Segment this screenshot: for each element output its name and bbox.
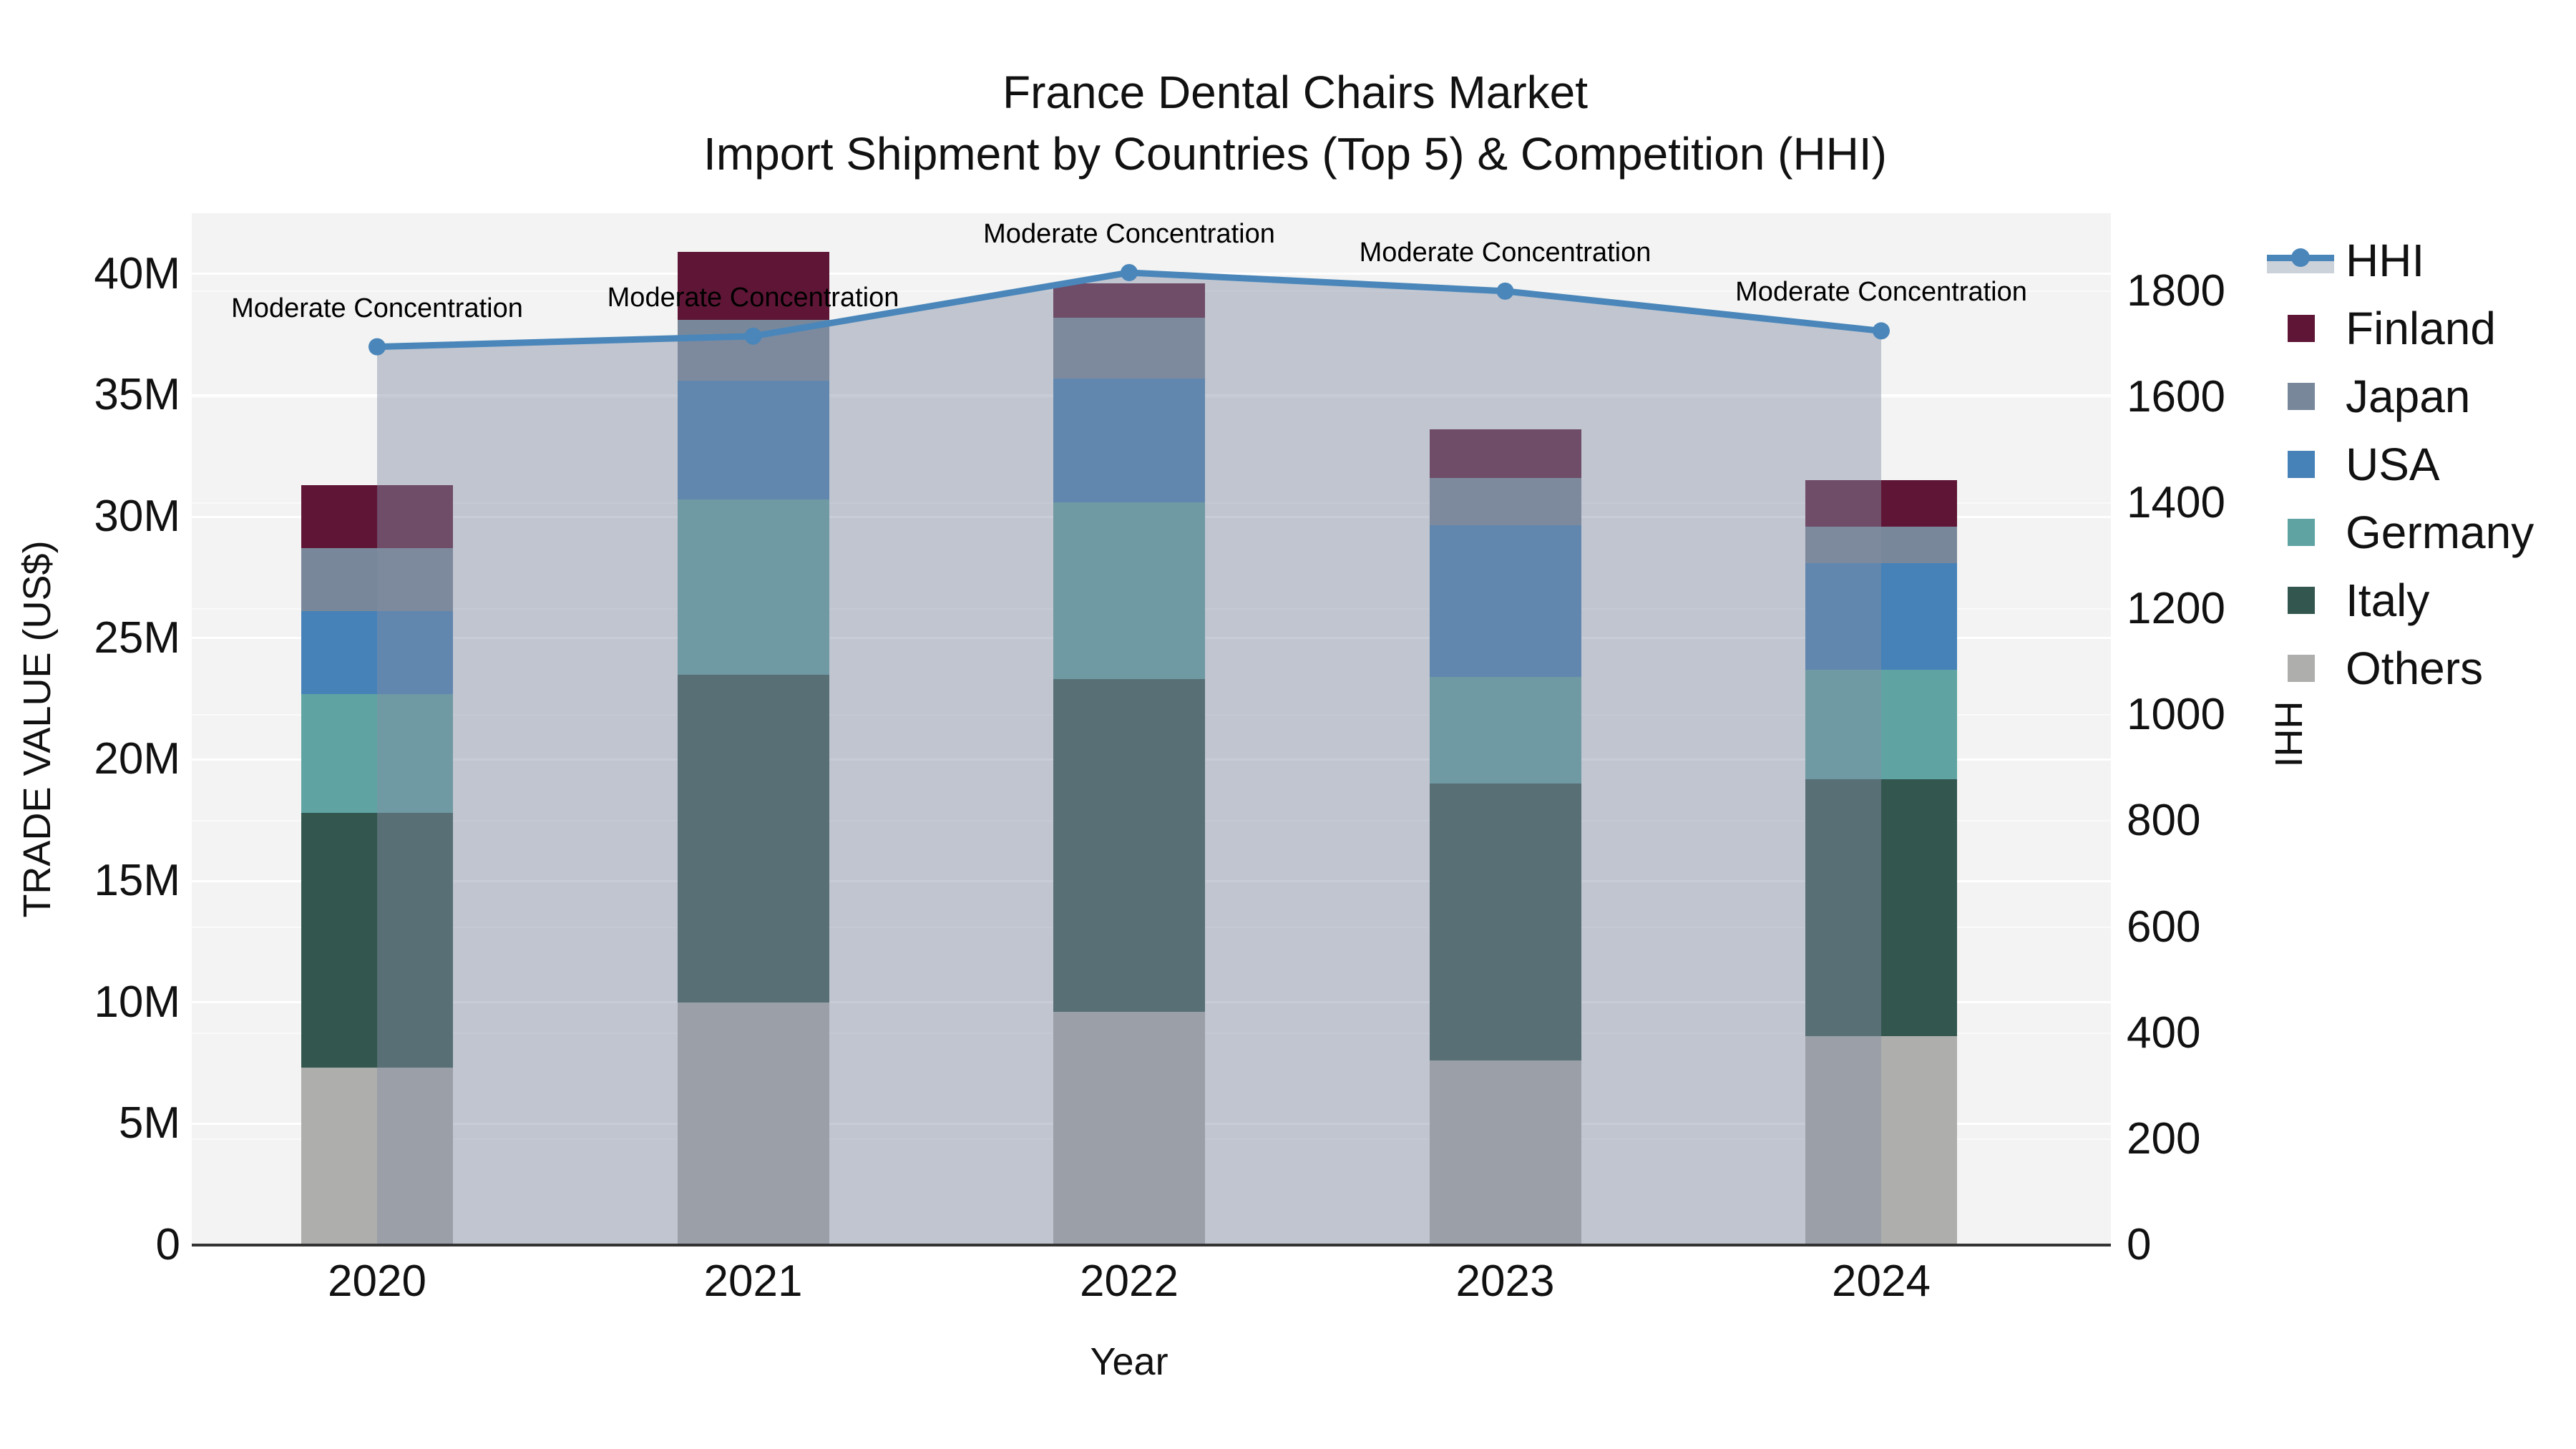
bar-2024-usa[interactable] [1805,562,1957,670]
annotation-2024: Moderate Concentration [1735,277,2027,308]
y-tick-right: 1400 [2127,478,2225,528]
bar-2020-others[interactable] [301,1068,453,1245]
bar-2024-italy[interactable] [1805,779,1957,1037]
y-tick-left: 30M [94,492,180,542]
legend-swatch-japan [2288,382,2315,410]
bar-2022-japan[interactable] [1053,317,1205,379]
hhi-line-sample-icon [2267,246,2334,275]
chart-title-block: France Dental Chairs Market Import Shipm… [703,62,1887,185]
legend-item-others[interactable]: Others [2254,634,2483,702]
bar-2021-usa[interactable] [677,381,829,500]
x-tick-2024: 2024 [1832,1257,1931,1306]
legend-item-usa[interactable]: USA [2254,430,2440,498]
legend-label: Italy [2346,574,2430,626]
bar-2024-germany[interactable] [1805,669,1957,779]
y-tick-left: 0 [155,1220,180,1269]
legend-swatch-usa [2288,450,2315,478]
legend-label: Finland [2346,302,2496,354]
y-tick-right: 1200 [2127,584,2225,634]
annotation-2023: Moderate Concentration [1359,237,1652,268]
x-axis-line [192,1244,2111,1246]
bar-2024-finland[interactable] [1805,480,1957,527]
x-tick-2023: 2023 [1455,1257,1555,1306]
legend-swatch-italy [2288,586,2315,614]
y-tick-right: 400 [2127,1008,2201,1058]
annotation-2022: Moderate Concentration [983,218,1275,249]
bar-2022-others[interactable] [1053,1012,1205,1245]
annotation-2020: Moderate Concentration [231,293,523,323]
bar-2020-finland[interactable] [301,485,453,549]
legend-label: USA [2346,438,2440,490]
legend-swatch-others [2288,654,2315,682]
x-tick-2022: 2022 [1080,1257,1179,1306]
legend-item-germany[interactable]: Germany [2254,498,2534,566]
y-tick-right: 600 [2127,902,2201,952]
bar-2021-others[interactable] [677,1002,829,1245]
legend-swatch-germany [2288,518,2315,546]
y-tick-left: 40M [94,248,180,298]
x-tick-2020: 2020 [328,1257,426,1306]
chart-subtitle: Import Shipment by Countries (Top 5) & C… [703,128,1887,180]
bar-2020-italy[interactable] [301,813,453,1068]
legend-label: Germany [2346,506,2534,558]
bar-2020-germany[interactable] [301,693,453,814]
bar-2023-others[interactable] [1429,1060,1581,1245]
bar-2022-finland[interactable] [1053,283,1205,318]
legend-label: HHI [2346,234,2425,286]
bar-2023-germany[interactable] [1429,677,1581,784]
y-tick-right: 1800 [2127,265,2225,316]
legend-item-italy[interactable]: Italy [2254,566,2429,634]
bar-2022-italy[interactable] [1053,679,1205,1013]
y-tick-left: 15M [94,856,180,906]
bar-2022-germany[interactable] [1053,502,1205,680]
bar-2024-japan[interactable] [1805,526,1957,563]
bar-2023-italy[interactable] [1429,784,1581,1061]
y-tick-right: 800 [2127,796,2201,846]
legend-label: Others [2346,642,2484,694]
y-tick-left: 10M [94,977,180,1027]
legend-swatch-finland [2288,314,2315,342]
bar-2020-usa[interactable] [301,611,453,694]
annotation-2021: Moderate Concentration [607,282,899,313]
y-tick-right: 1600 [2127,371,2225,421]
y-tick-left: 20M [94,734,180,784]
bar-2023-japan[interactable] [1429,477,1581,525]
y-tick-right: 200 [2127,1113,2201,1163]
legend-item-japan[interactable]: Japan [2254,362,2470,430]
bar-2023-finland[interactable] [1429,429,1581,478]
y-tick-left: 25M [94,613,180,663]
legend-label: Japan [2346,370,2471,422]
y-tick-right: 1000 [2127,690,2225,740]
y-axis-title-right: HHI [2267,701,2310,768]
bar-2020-japan[interactable] [301,548,453,612]
y-tick-left: 35M [94,370,180,420]
bar-2024-others[interactable] [1805,1036,1957,1245]
y-tick-right: 0 [2127,1220,2152,1269]
x-tick-2021: 2021 [703,1257,803,1306]
x-axis-title: Year [1090,1340,1169,1383]
bar-2021-japan[interactable] [677,320,829,381]
bar-2023-usa[interactable] [1429,525,1581,678]
bar-2022-usa[interactable] [1053,378,1205,502]
chart-title: France Dental Chairs Market [1002,67,1589,118]
bar-2021-italy[interactable] [677,674,829,1002]
y-tick-left: 5M [118,1098,180,1148]
legend-item-hhi[interactable]: HHI [2254,226,2424,294]
bar-2021-germany[interactable] [677,499,829,675]
legend-item-finland[interactable]: Finland [2254,294,2496,362]
y-axis-title-left: TRADE VALUE (US$) [16,540,59,918]
